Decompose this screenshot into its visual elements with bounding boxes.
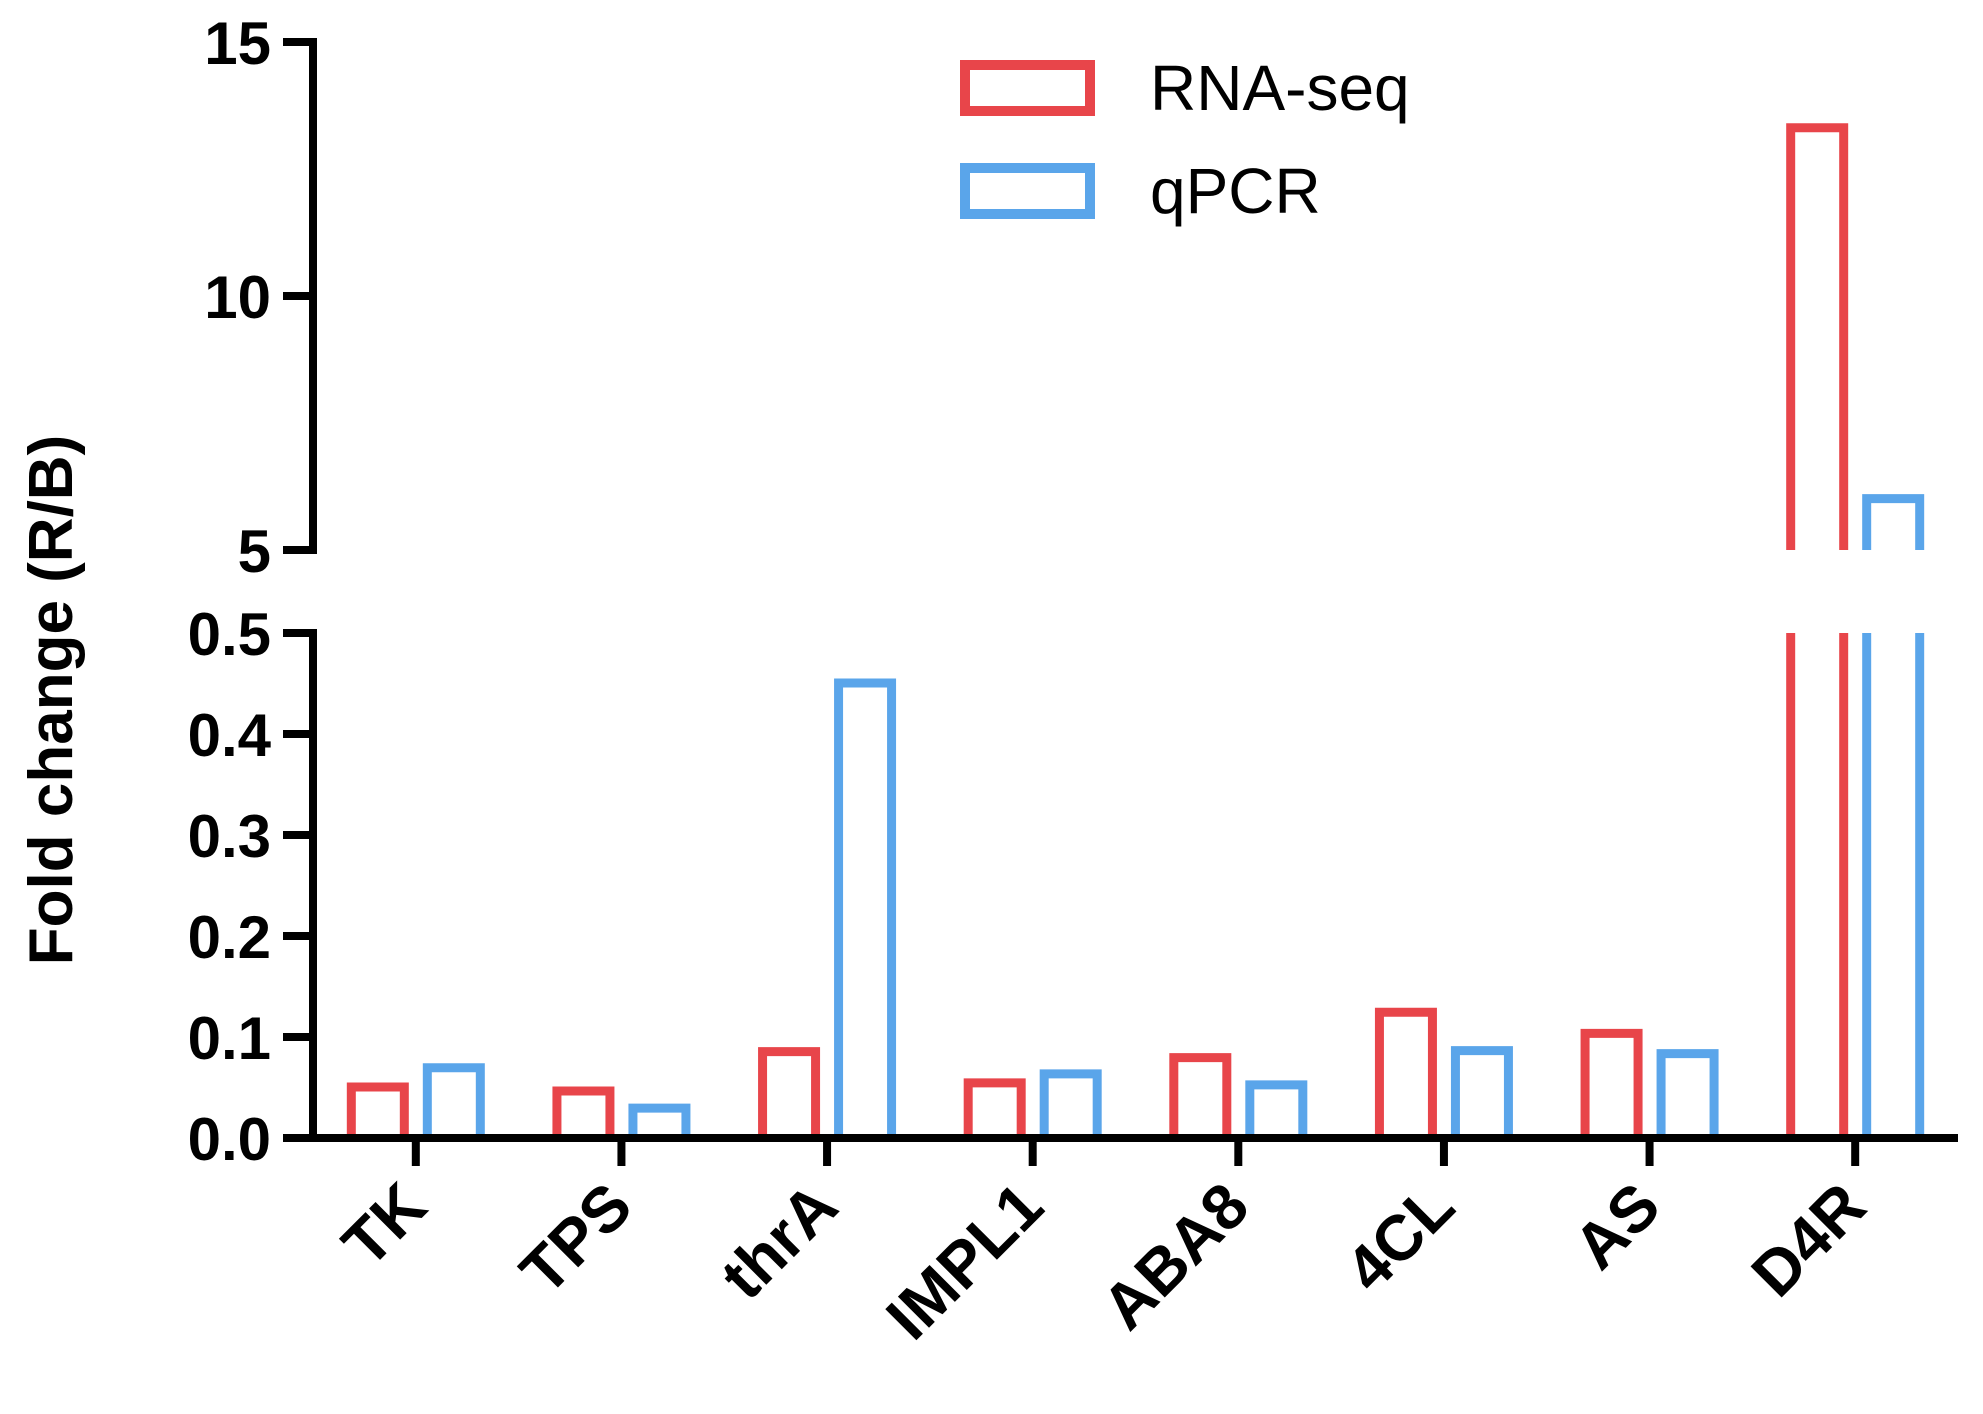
bar [1656,1049,1719,1138]
legend-swatch [960,163,1095,219]
legend-label: qPCR [1150,155,1321,227]
bar [552,1086,615,1138]
bar [1450,1046,1513,1138]
bar [1862,633,1925,1138]
x-axis: TK TPS thrA IMPL1 ABA8 4CL AS D4R [309,1134,1958,1353]
y-axis-title: Fold change (R/B) [17,435,86,965]
y-tick-label: 0.0 [188,1106,271,1173]
x-tick-label: D4R [1738,1169,1879,1310]
bar [1580,1028,1643,1138]
x-tick-label: TK [328,1169,439,1280]
y-tick-label: 0.4 [188,702,272,769]
bars [346,123,1925,1138]
bar [628,1103,691,1138]
x-tick-label: ABA8 [1088,1169,1262,1343]
x-tick-label: AS [1560,1169,1674,1283]
x-tick-label: TPS [506,1169,645,1308]
y-axis-upper: 5 10 15 [204,10,317,585]
bar [1862,494,1925,550]
bar [1374,1007,1437,1138]
legend-label: RNA-seq [1150,52,1410,124]
bar [758,1047,821,1138]
bar [963,1078,1026,1138]
y-tick-label: 15 [204,10,271,77]
y-tick-label: 0.5 [188,601,271,668]
legend: RNA-seq qPCR [960,52,1410,227]
y-tick-label: 0.2 [188,904,271,971]
y-tick-label: 10 [204,264,271,331]
x-tick-label: thrA [707,1169,851,1313]
x-tick-label: 4CL [1331,1169,1467,1305]
bar [1039,1069,1102,1138]
bar [834,678,897,1138]
y-tick-label: 0.3 [188,803,271,870]
y-tick-label: 0.1 [188,1005,271,1072]
bar [422,1063,485,1138]
y-tick-label: 5 [238,518,271,585]
bar [1245,1080,1308,1138]
legend-swatch [960,60,1095,116]
bar [1786,123,1849,550]
bar [1786,633,1849,1138]
y-axis-lower: 0.0 0.1 0.2 0.3 0.4 0.5 [188,601,317,1173]
bar [346,1082,409,1138]
bar [1169,1053,1232,1138]
x-tick-label: IMPL1 [872,1169,1056,1353]
